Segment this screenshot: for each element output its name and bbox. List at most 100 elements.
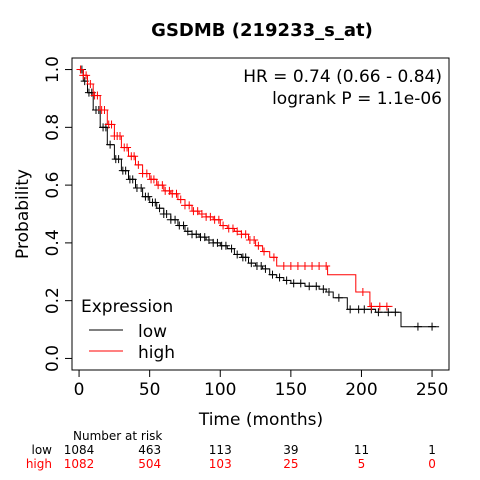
censor-mark-high (142, 169, 151, 178)
chart-title: GSDMB (219233_s_at) (151, 20, 373, 41)
censor-mark-high (100, 106, 109, 114)
censor-mark-high (250, 236, 259, 244)
censor-mark-high (382, 302, 391, 311)
censor-mark-high (375, 302, 384, 311)
censor-mark-low (247, 259, 256, 268)
censor-mark-low (200, 233, 209, 242)
plot-frame (71, 57, 450, 371)
censor-mark-low (233, 250, 242, 259)
legend-title: Expression (81, 297, 173, 317)
censor-mark-high (233, 227, 242, 236)
censor-mark-low (289, 279, 298, 288)
censor-mark-low (171, 215, 180, 224)
axes: 0 50 100 150 200 250 0.0 0.2 0.4 0.6 0.8 1.0 (43, 56, 448, 400)
censor-mark-high (260, 247, 269, 256)
x-axis-label: Time (months) (198, 410, 323, 430)
censor-mark-low (360, 305, 369, 314)
censor-mark-high (82, 71, 91, 80)
censor-mark-low (128, 175, 137, 184)
x-tick-label: 100 (204, 380, 236, 400)
censor-mark-low (106, 140, 115, 149)
censor-mark-low (312, 282, 321, 291)
censor-mark-high (197, 210, 206, 218)
legend-label-high: high (138, 343, 175, 363)
risk-table-header: Number at risk (73, 429, 162, 443)
censor-mark-low (121, 166, 130, 175)
censor-mark-low (319, 285, 328, 294)
y-tick-label: 0.0 (43, 345, 63, 372)
censor-mark-low (213, 238, 222, 247)
censor-mark-high (158, 181, 167, 190)
censor-mark-high (315, 262, 324, 270)
logrank-annotation: logrank P = 1.1e-06 (272, 89, 442, 109)
censor-mark-low (413, 322, 422, 331)
censor-mark-low (346, 305, 355, 314)
censor-mark-high (358, 288, 367, 296)
risk-value: 103 (209, 457, 232, 471)
y-tick-label: 0.2 (43, 287, 63, 314)
censor-mark-high (193, 207, 202, 216)
legend-label-low: low (138, 322, 167, 342)
censor-mark-high (172, 189, 181, 198)
censor-mark-high (123, 143, 132, 152)
censor-mark-high (176, 195, 185, 204)
x-tick-label: 150 (275, 380, 307, 400)
x-tick-label: 250 (416, 380, 448, 400)
censor-mark-high (93, 91, 102, 100)
censor-mark-high (269, 253, 278, 262)
risk-value: 1 (428, 443, 436, 457)
risk-row-label-high: high (26, 457, 52, 471)
censor-mark-low (183, 227, 192, 236)
risk-value: 113 (209, 443, 232, 457)
censor-mark-low (179, 221, 188, 230)
risk-value: 1084 (64, 443, 95, 457)
censor-mark-low (144, 192, 153, 201)
censor-mark-high (322, 262, 331, 270)
x-tick-label: 200 (345, 380, 377, 400)
censor-mark-low (257, 262, 266, 270)
risk-value: 504 (138, 457, 161, 471)
series-layer (76, 65, 440, 331)
censor-mark-high (367, 302, 376, 311)
censor-mark-low (241, 253, 250, 262)
censor-mark-low (391, 308, 400, 317)
censor-mark-low (155, 204, 164, 213)
censor-mark-high (86, 80, 95, 88)
censor-mark-high (219, 221, 228, 230)
censor-mark-high (130, 152, 139, 161)
risk-value: 25 (283, 457, 298, 471)
censor-mark-low (192, 230, 201, 239)
censor-mark-low (151, 198, 160, 207)
censor-mark-high (134, 160, 143, 169)
y-tick-label: 0.4 (43, 229, 63, 256)
censor-mark-low (374, 308, 383, 317)
x-tick-label: 0 (74, 380, 85, 400)
risk-value: 5 (358, 457, 366, 471)
risk-value: 11 (354, 443, 369, 457)
x-tick-label: 50 (139, 380, 161, 400)
y-tick-label: 0.8 (43, 114, 63, 141)
y-axis-label: Probability (13, 169, 33, 259)
censor-mark-high (185, 201, 194, 210)
censor-mark-high (206, 212, 215, 221)
censor-mark-high (76, 65, 85, 74)
censor-mark-low (305, 282, 314, 291)
censor-mark-high (149, 175, 158, 184)
censor-mark-high (286, 262, 295, 270)
censor-mark-low (334, 293, 343, 302)
risk-value: 1082 (64, 457, 95, 471)
censor-mark-low (275, 273, 284, 282)
censor-mark-high (308, 262, 317, 270)
risk-value: 39 (283, 443, 298, 457)
censor-mark-low (162, 210, 171, 218)
censor-mark-low (204, 236, 213, 244)
y-tick-label: 1.0 (43, 56, 63, 83)
censor-mark-high (107, 120, 116, 129)
censor-mark-low (221, 241, 230, 250)
censor-mark-low (261, 264, 270, 273)
legend: Expression low high (81, 297, 175, 363)
censor-mark-high (241, 230, 250, 239)
censor-mark-low (384, 308, 393, 317)
